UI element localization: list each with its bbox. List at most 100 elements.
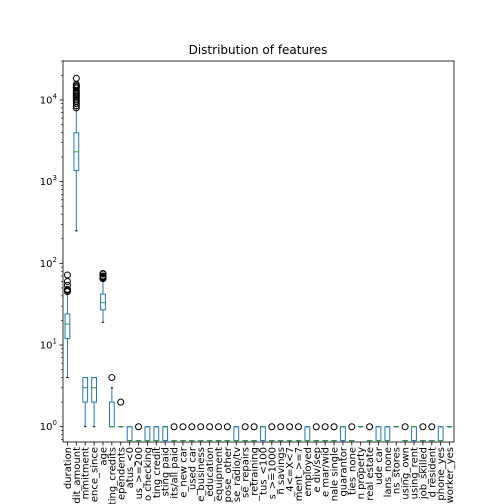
flier-point (99, 270, 107, 278)
flier-point (63, 281, 71, 289)
box-group (188, 423, 196, 442)
flier-point (99, 272, 107, 280)
flier-point (419, 423, 427, 431)
box-group (170, 423, 178, 442)
box-group (348, 423, 356, 442)
x-tick-label: ependents (116, 447, 127, 500)
x-tick-label: se_radio/tv (232, 447, 243, 502)
x-tick-label: phone_yes (436, 447, 447, 501)
box-group (419, 423, 427, 442)
flier-point (348, 423, 356, 431)
x-tick-label: e mar/wid (321, 447, 332, 497)
box-group (241, 423, 249, 442)
x-tick-label: duration (63, 447, 74, 489)
x-tick-label: lans_none (383, 447, 394, 497)
box-group (215, 423, 223, 442)
flier-point (321, 423, 329, 431)
box-group (233, 426, 240, 442)
box-group (286, 423, 294, 442)
x-tick-label: equipment (214, 447, 225, 501)
x-tick-label: employed (303, 447, 314, 497)
box-group (162, 426, 169, 442)
box-group (117, 398, 125, 428)
flier-point (197, 423, 205, 431)
flier-point (170, 423, 178, 431)
flier-point (188, 423, 196, 431)
flier-point (250, 423, 258, 431)
box-group (375, 426, 382, 442)
x-tick-label: ns_stores (392, 447, 403, 494)
box-group (401, 423, 409, 442)
flier-point (428, 423, 436, 431)
flier-point (179, 423, 187, 431)
flier-point (206, 423, 214, 431)
box-group (99, 270, 107, 323)
box-group (312, 423, 320, 442)
x-tick-label: age (98, 447, 109, 466)
box-group (366, 423, 374, 442)
x-tick-label: n savings (276, 447, 287, 494)
flier-point (330, 423, 338, 431)
x-tick-label: using_rent (410, 447, 421, 499)
box-group (144, 426, 151, 442)
x-tick-label: ting_credits (107, 447, 118, 504)
box-group (411, 426, 417, 442)
x-tick-label: se_repairs (241, 447, 252, 498)
plot-area (63, 74, 453, 442)
flier-point (223, 423, 231, 431)
box-group (260, 426, 266, 442)
flier-point (401, 423, 409, 431)
box-group (384, 426, 391, 442)
box-group (206, 423, 214, 442)
x-tick-label: mmitment (81, 447, 92, 499)
box-group (108, 374, 116, 428)
flier-point (366, 423, 374, 431)
x-tick-label: n property (356, 447, 367, 499)
box-group (277, 423, 285, 442)
box (82, 377, 89, 403)
box-group (91, 377, 98, 428)
flier-point (241, 423, 249, 431)
x-tick-label: e_new car (178, 446, 189, 498)
flier-point (135, 423, 143, 431)
flier-point (268, 423, 276, 431)
x-tick-label: d resident (427, 447, 438, 497)
box-group (153, 426, 160, 442)
box-group (179, 423, 187, 442)
box (91, 377, 98, 403)
box-group (135, 423, 143, 442)
x-tick-label: job_skilled (418, 447, 429, 500)
x-tick-label: real estate (365, 447, 376, 501)
x-tick-label: _retraining (250, 447, 261, 502)
x-tick-label: e_business (196, 447, 207, 502)
flier-point (72, 74, 80, 82)
x-tick-label: using_own (401, 447, 412, 500)
x-tick-label: sting paid (161, 447, 172, 496)
flier-point (108, 374, 116, 382)
x-tick-label: o checking (143, 447, 154, 501)
x-tick-label: us_>=200 (134, 447, 145, 499)
x-tick-label: dit_amount (72, 447, 83, 504)
box (100, 293, 106, 311)
x-tick-label: s_>=1000 (267, 447, 278, 499)
x-tick-label: e div/sep (312, 447, 323, 492)
x-tick-label: ence_since (90, 447, 101, 502)
box-group (268, 423, 276, 442)
x-tick-label: ting credit (152, 447, 163, 498)
x-tick-label: _education (205, 447, 216, 503)
box-group (330, 423, 338, 442)
flier-point (72, 100, 80, 108)
box-group (250, 423, 258, 442)
x-tick-label: _4<=X<7 (285, 447, 296, 498)
x-tick-label: ude car (374, 446, 385, 485)
x-tick-label: ment_>=7 (294, 447, 305, 501)
box-group (437, 426, 444, 442)
flier-point (286, 423, 294, 431)
flier-point (215, 423, 223, 431)
x-tick-label: guarantor (338, 446, 349, 496)
x-tick-label: tus_<100 (258, 447, 269, 495)
x-tick-label: atus_<0 (125, 447, 136, 488)
box-group (304, 426, 311, 442)
